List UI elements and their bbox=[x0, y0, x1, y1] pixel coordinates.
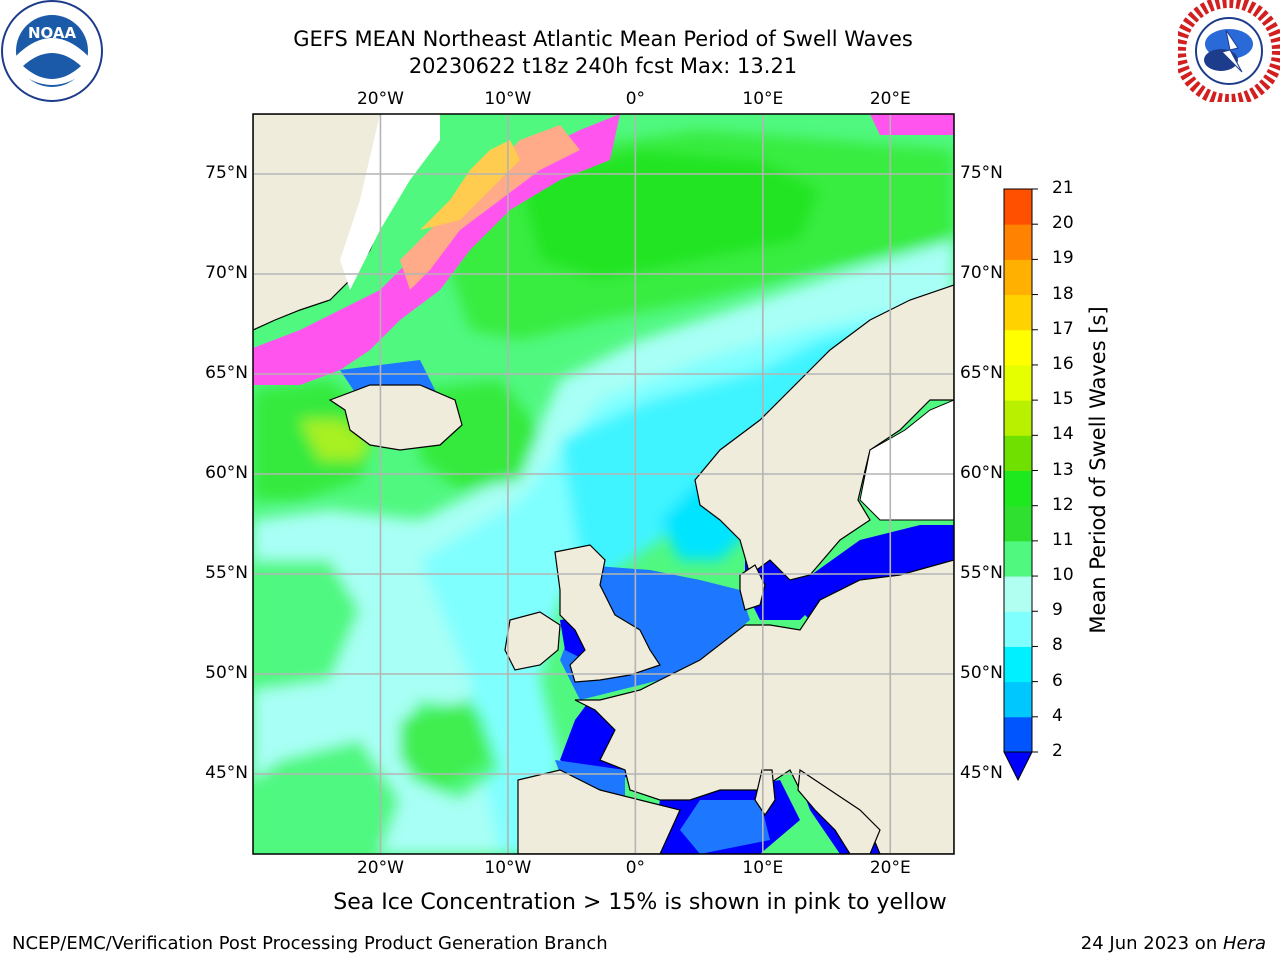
lat-tick-label: 70°N bbox=[960, 263, 1003, 283]
footer-organization: NCEP/EMC/Verification Post Processing Pr… bbox=[12, 933, 608, 954]
colorbar-tick-label: 4 bbox=[1052, 705, 1063, 726]
map-title: GEFS MEAN Northeast Atlantic Mean Period… bbox=[293, 27, 913, 51]
colorbar-segment bbox=[1004, 294, 1032, 331]
lat-tick-label: 60°N bbox=[960, 463, 1003, 483]
noaa-logo-icon: NOAA bbox=[1, 0, 103, 102]
colorbar-axis-label: Mean Period of Swell Waves [s] bbox=[1086, 306, 1110, 634]
colorbar-segment bbox=[1004, 576, 1032, 612]
national-weather-service-logo-icon bbox=[1178, 0, 1280, 102]
colorbar-tick-label: 12 bbox=[1052, 494, 1074, 515]
lat-tick-label: 70°N bbox=[205, 263, 248, 283]
lon-tick-label: 10°W bbox=[484, 858, 532, 878]
lon-tick-label: 20°E bbox=[869, 89, 911, 109]
lon-tick-label: 10°E bbox=[742, 858, 784, 878]
colorbar-segment bbox=[1004, 716, 1032, 753]
lat-tick-label: 50°N bbox=[960, 663, 1003, 683]
lat-tick-label: 55°N bbox=[960, 563, 1003, 583]
lat-tick-label: 50°N bbox=[205, 663, 248, 683]
colorbar-tick-label: 19 bbox=[1052, 248, 1074, 269]
colorbar-tick-label: 8 bbox=[1052, 635, 1063, 656]
lon-tick-label: 10°E bbox=[742, 89, 784, 109]
colorbar-tick-label: 20 bbox=[1052, 213, 1074, 234]
colorbar-tick-label: 2 bbox=[1052, 741, 1063, 761]
colorbar-tick-label: 15 bbox=[1052, 389, 1074, 410]
sea-ice-note: Sea Ice Concentration > 15% is shown in … bbox=[333, 890, 947, 915]
colorbar-tick-label: 14 bbox=[1052, 424, 1074, 445]
footer-date-text: 24 Jun 2023 on bbox=[1080, 933, 1223, 954]
colorbar-segment bbox=[1004, 329, 1032, 366]
swell-period-field bbox=[253, 114, 954, 854]
lat-tick-label: 75°N bbox=[960, 163, 1003, 183]
colorbar-segment bbox=[1004, 611, 1032, 647]
colorbar-tick-label: 6 bbox=[1052, 670, 1063, 691]
colorbar-segment bbox=[1004, 435, 1032, 471]
colorbar-under-arrow bbox=[1003, 751, 1033, 782]
colorbar-segment bbox=[1004, 646, 1032, 683]
lat-tick-label: 65°N bbox=[205, 363, 248, 383]
colorbar-segment bbox=[1004, 681, 1032, 718]
colorbar-tick-label: 17 bbox=[1052, 318, 1074, 339]
lat-tick-label: 60°N bbox=[205, 463, 248, 483]
lat-tick-label: 45°N bbox=[960, 763, 1003, 783]
colorbar-segment bbox=[1004, 540, 1032, 577]
map-frame bbox=[252, 113, 955, 855]
land-masses bbox=[253, 114, 954, 854]
footer-host: Hera bbox=[1222, 933, 1266, 954]
colorbar bbox=[1003, 188, 1038, 782]
lon-tick-label: 20°W bbox=[356, 858, 404, 878]
lon-tick-label: 0° bbox=[625, 858, 646, 878]
lat-tick-label: 55°N bbox=[205, 563, 248, 583]
noaa-logo-text: NOAA bbox=[28, 24, 77, 42]
lat-tick-label: 65°N bbox=[960, 363, 1003, 383]
colorbar-segment bbox=[1004, 224, 1032, 260]
colorbar-segment bbox=[1004, 505, 1032, 542]
colorbar-tick-label: 21 bbox=[1052, 178, 1074, 198]
colorbar-tick-label: 9 bbox=[1052, 600, 1063, 621]
footer-date: 24 Jun 2023 on Hera bbox=[1081, 933, 1266, 954]
lon-tick-label: 10°W bbox=[484, 89, 532, 109]
lon-tick-label: 20°W bbox=[356, 89, 404, 109]
lat-tick-label: 45°N bbox=[205, 763, 248, 783]
colorbar-segment bbox=[1004, 189, 1032, 225]
map-gridlines bbox=[253, 114, 954, 854]
colorbar-tick-label: 16 bbox=[1052, 353, 1074, 374]
colorbar-tick-label: 11 bbox=[1052, 529, 1074, 550]
colorbar-segment bbox=[1004, 364, 1032, 401]
colorbar-segment bbox=[1004, 259, 1032, 296]
colorbar-tick-label: 18 bbox=[1052, 283, 1074, 304]
map-subtitle: 20230622 t18z 240h fcst Max: 13.21 bbox=[408, 54, 798, 78]
colorbar-segment bbox=[1004, 470, 1032, 507]
lon-tick-label: 0° bbox=[625, 89, 646, 109]
colorbar-tick-label: 13 bbox=[1052, 459, 1074, 480]
colorbar-segment bbox=[1004, 400, 1032, 436]
lon-tick-label: 20°E bbox=[869, 858, 911, 878]
lat-tick-label: 75°N bbox=[205, 163, 248, 183]
colorbar-tick-label: 10 bbox=[1052, 565, 1074, 586]
